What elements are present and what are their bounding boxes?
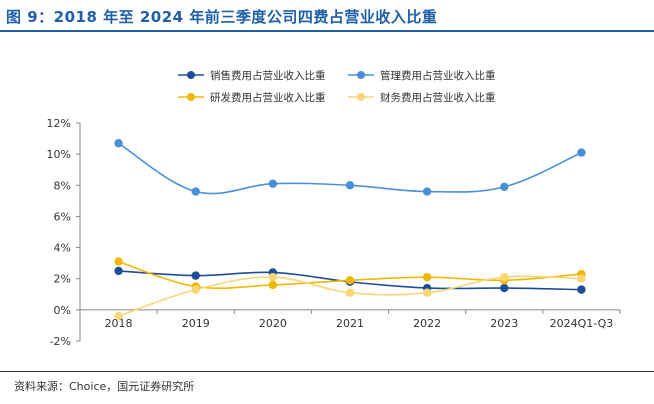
title-divider xyxy=(0,30,654,32)
x-tick-label: 2021 xyxy=(336,317,364,330)
data-point xyxy=(422,187,432,196)
legend-item-1: 销售费用占营业收入比重 xyxy=(178,69,326,82)
legend-swatch-marker xyxy=(357,93,365,101)
x-tick-label: 2023 xyxy=(490,317,518,330)
y-tick-label: 12% xyxy=(47,117,71,130)
data-point xyxy=(577,285,586,294)
x-tick-label: 2019 xyxy=(182,317,210,330)
data-point xyxy=(500,182,509,192)
y-tick-label: 10% xyxy=(47,148,71,161)
data-point xyxy=(500,283,509,293)
data-point xyxy=(114,257,123,266)
data-point xyxy=(191,285,200,294)
legend-swatch-marker xyxy=(187,71,195,79)
bottom-divider xyxy=(0,371,654,372)
data-point xyxy=(191,187,200,196)
legend-item-2: 管理费用占营业收入比重 xyxy=(348,69,496,82)
data-point xyxy=(114,139,123,148)
data-point xyxy=(345,181,355,190)
x-tick-label: 2022 xyxy=(413,317,441,330)
figure-title: 图 9：2018 年至 2024 年前三季度公司四费占营业收入比重 xyxy=(6,8,438,26)
data-point xyxy=(577,274,586,283)
data-point xyxy=(422,288,432,297)
legend-label: 管理费用占营业收入比重 xyxy=(380,69,496,82)
y-tick-label: 0% xyxy=(54,304,71,317)
data-point xyxy=(268,272,278,282)
data-point xyxy=(500,272,509,282)
y-tick-label: 4% xyxy=(54,242,71,255)
x-tick-label: 2024Q1-Q3 xyxy=(550,317,614,330)
data-point xyxy=(191,271,200,280)
legend-item-4: 财务费用占营业收入比重 xyxy=(348,91,496,104)
series-layer xyxy=(114,139,586,321)
data-point xyxy=(345,288,355,297)
y-tick-label: 8% xyxy=(54,179,71,192)
legend-swatch-marker xyxy=(187,93,195,101)
y-tick-label: -2% xyxy=(50,335,71,348)
chart-axes: -2% 0% 2% 4% 6% 8% 10% 12% 2018 2019 2020 2021 2022 2… xyxy=(47,117,621,348)
data-point xyxy=(422,272,432,282)
data-point xyxy=(345,276,355,285)
legend-label: 财务费用占营业收入比重 xyxy=(380,91,496,104)
legend-label: 销售费用占营业收入比重 xyxy=(210,69,326,82)
data-point xyxy=(268,179,278,188)
source-note: 资料来源：Choice，国元证券研究所 xyxy=(14,380,195,393)
y-tick-label: 6% xyxy=(54,210,71,223)
x-tick-label: 2020 xyxy=(259,317,287,330)
data-point xyxy=(577,148,586,157)
series-4 xyxy=(114,272,586,321)
x-tick-label: 2018 xyxy=(105,317,133,330)
y-tick-label: 2% xyxy=(54,273,71,286)
legend-swatch-marker xyxy=(357,71,365,79)
data-point xyxy=(114,311,123,321)
series-2 xyxy=(114,139,586,196)
legend-label: 研发费用占营业收入比重 xyxy=(210,91,326,104)
data-point xyxy=(268,280,278,290)
legend-item-3: 研发费用占营业收入比重 xyxy=(178,91,326,104)
data-point xyxy=(114,266,123,276)
